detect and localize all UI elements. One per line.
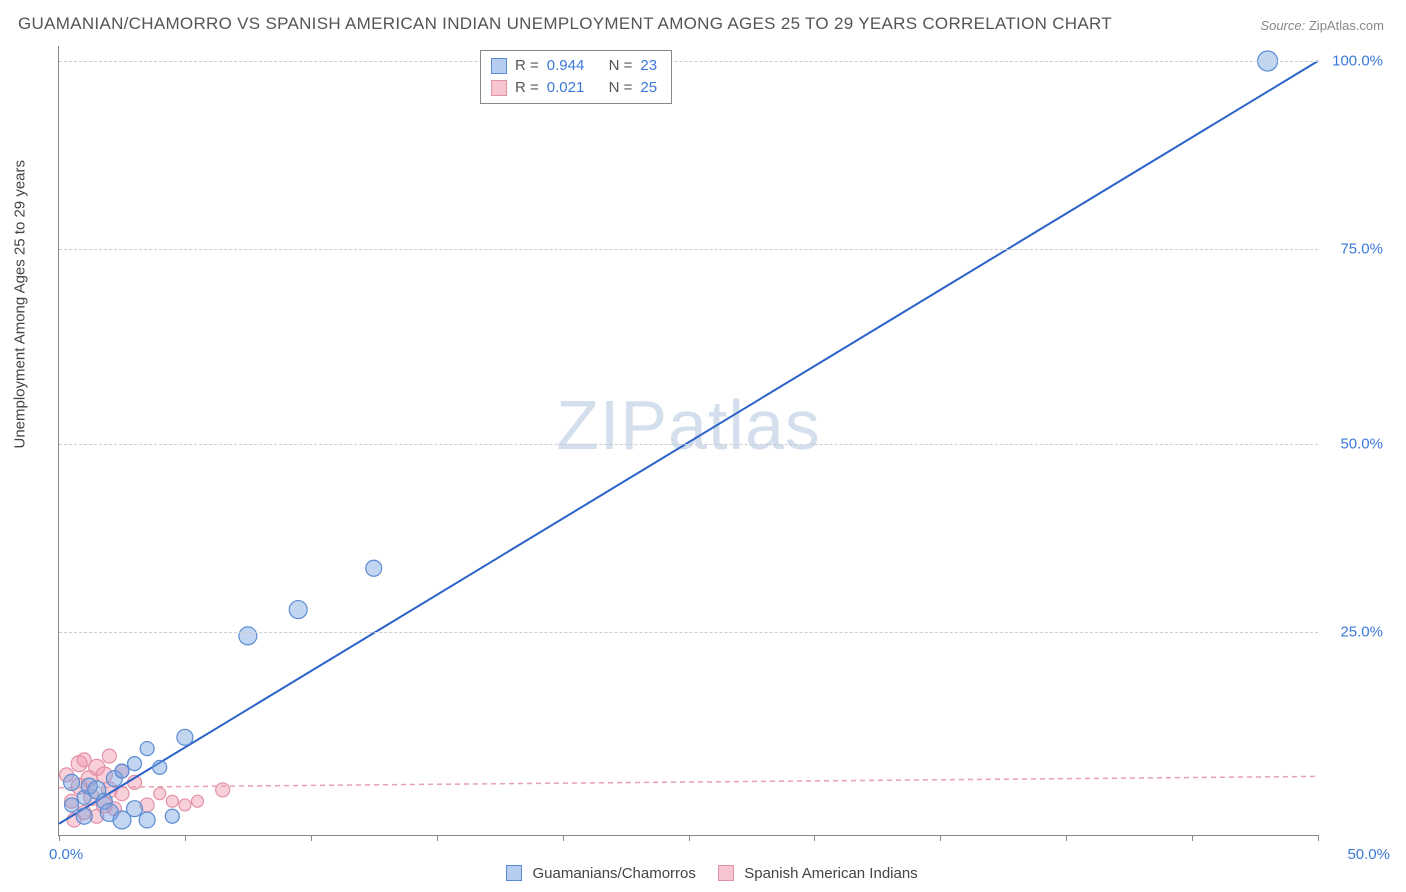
chart-svg xyxy=(59,46,1318,835)
source-attribution: Source: ZipAtlas.com xyxy=(1260,18,1384,33)
data-point xyxy=(127,801,143,817)
n-label: N = xyxy=(609,55,633,77)
data-point xyxy=(140,742,154,756)
swatch-pink-icon xyxy=(718,865,734,881)
chart-title: GUAMANIAN/CHAMORRO VS SPANISH AMERICAN I… xyxy=(18,14,1112,34)
y-tick-label: 75.0% xyxy=(1340,240,1383,257)
r-label: R = xyxy=(515,55,539,77)
x-tick xyxy=(311,835,312,841)
trendline-series1 xyxy=(59,61,1318,824)
swatch-blue-icon xyxy=(491,58,507,74)
source-label: Source: xyxy=(1260,18,1305,33)
gridline xyxy=(59,61,1318,62)
data-point xyxy=(191,795,203,807)
x-tick xyxy=(1318,835,1319,841)
r-label: R = xyxy=(515,77,539,99)
data-point xyxy=(154,788,166,800)
gridline xyxy=(59,444,1318,445)
data-point xyxy=(65,798,79,812)
swatch-blue-icon xyxy=(506,865,522,881)
stats-row-series2: R = 0.021 N = 25 xyxy=(491,77,657,99)
x-tick xyxy=(437,835,438,841)
swatch-pink-icon xyxy=(491,80,507,96)
data-point xyxy=(115,764,129,778)
data-point xyxy=(165,809,179,823)
x-axis-max-label: 50.0% xyxy=(1347,846,1390,863)
data-point xyxy=(166,795,178,807)
y-axis-title: Unemployment Among Ages 25 to 29 years xyxy=(12,160,29,449)
data-point xyxy=(289,601,307,619)
x-tick xyxy=(1192,835,1193,841)
x-tick xyxy=(185,835,186,841)
n-label: N = xyxy=(609,77,633,99)
data-point xyxy=(179,799,191,811)
data-point xyxy=(76,808,92,824)
data-point xyxy=(102,749,116,763)
x-tick xyxy=(689,835,690,841)
r-value-series2: 0.021 xyxy=(547,77,585,99)
x-tick xyxy=(814,835,815,841)
stats-row-series1: R = 0.944 N = 23 xyxy=(491,55,657,77)
data-point xyxy=(128,757,142,771)
x-tick xyxy=(940,835,941,841)
gridline xyxy=(59,249,1318,250)
gridline xyxy=(59,632,1318,633)
data-point xyxy=(64,774,80,790)
n-value-series1: 23 xyxy=(640,55,657,77)
series-legend: Guamanians/Chamorros Spanish American In… xyxy=(0,865,1406,882)
x-axis-min-label: 0.0% xyxy=(49,846,83,863)
legend-label-series1: Guamanians/Chamorros xyxy=(532,865,695,882)
x-tick xyxy=(59,835,60,841)
data-point xyxy=(216,783,230,797)
source-value: ZipAtlas.com xyxy=(1309,18,1384,33)
data-point xyxy=(177,729,193,745)
x-tick xyxy=(563,835,564,841)
y-tick-label: 100.0% xyxy=(1332,53,1383,70)
data-point xyxy=(366,560,382,576)
y-tick-label: 25.0% xyxy=(1340,624,1383,641)
data-point xyxy=(153,760,167,774)
legend-label-series2: Spanish American Indians xyxy=(744,865,917,882)
n-value-series2: 25 xyxy=(640,77,657,99)
data-point xyxy=(139,812,155,828)
x-tick xyxy=(1066,835,1067,841)
y-tick-label: 50.0% xyxy=(1340,436,1383,453)
trendline-series2 xyxy=(59,776,1318,787)
data-point xyxy=(239,627,257,645)
stats-legend: R = 0.944 N = 23 R = 0.021 N = 25 xyxy=(480,50,672,104)
r-value-series1: 0.944 xyxy=(547,55,585,77)
plot-area: ZIPatlas 0.0% 50.0% 25.0%50.0%75.0%100.0… xyxy=(58,46,1318,836)
